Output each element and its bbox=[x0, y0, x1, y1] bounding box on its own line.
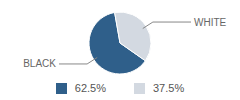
html-text:37.5%: 37.5% bbox=[153, 82, 185, 94]
svg-text:WHITE: WHITE bbox=[194, 17, 227, 28]
html-text:62.5%: 62.5% bbox=[74, 82, 106, 94]
svg-text:BLACK: BLACK bbox=[23, 58, 56, 69]
